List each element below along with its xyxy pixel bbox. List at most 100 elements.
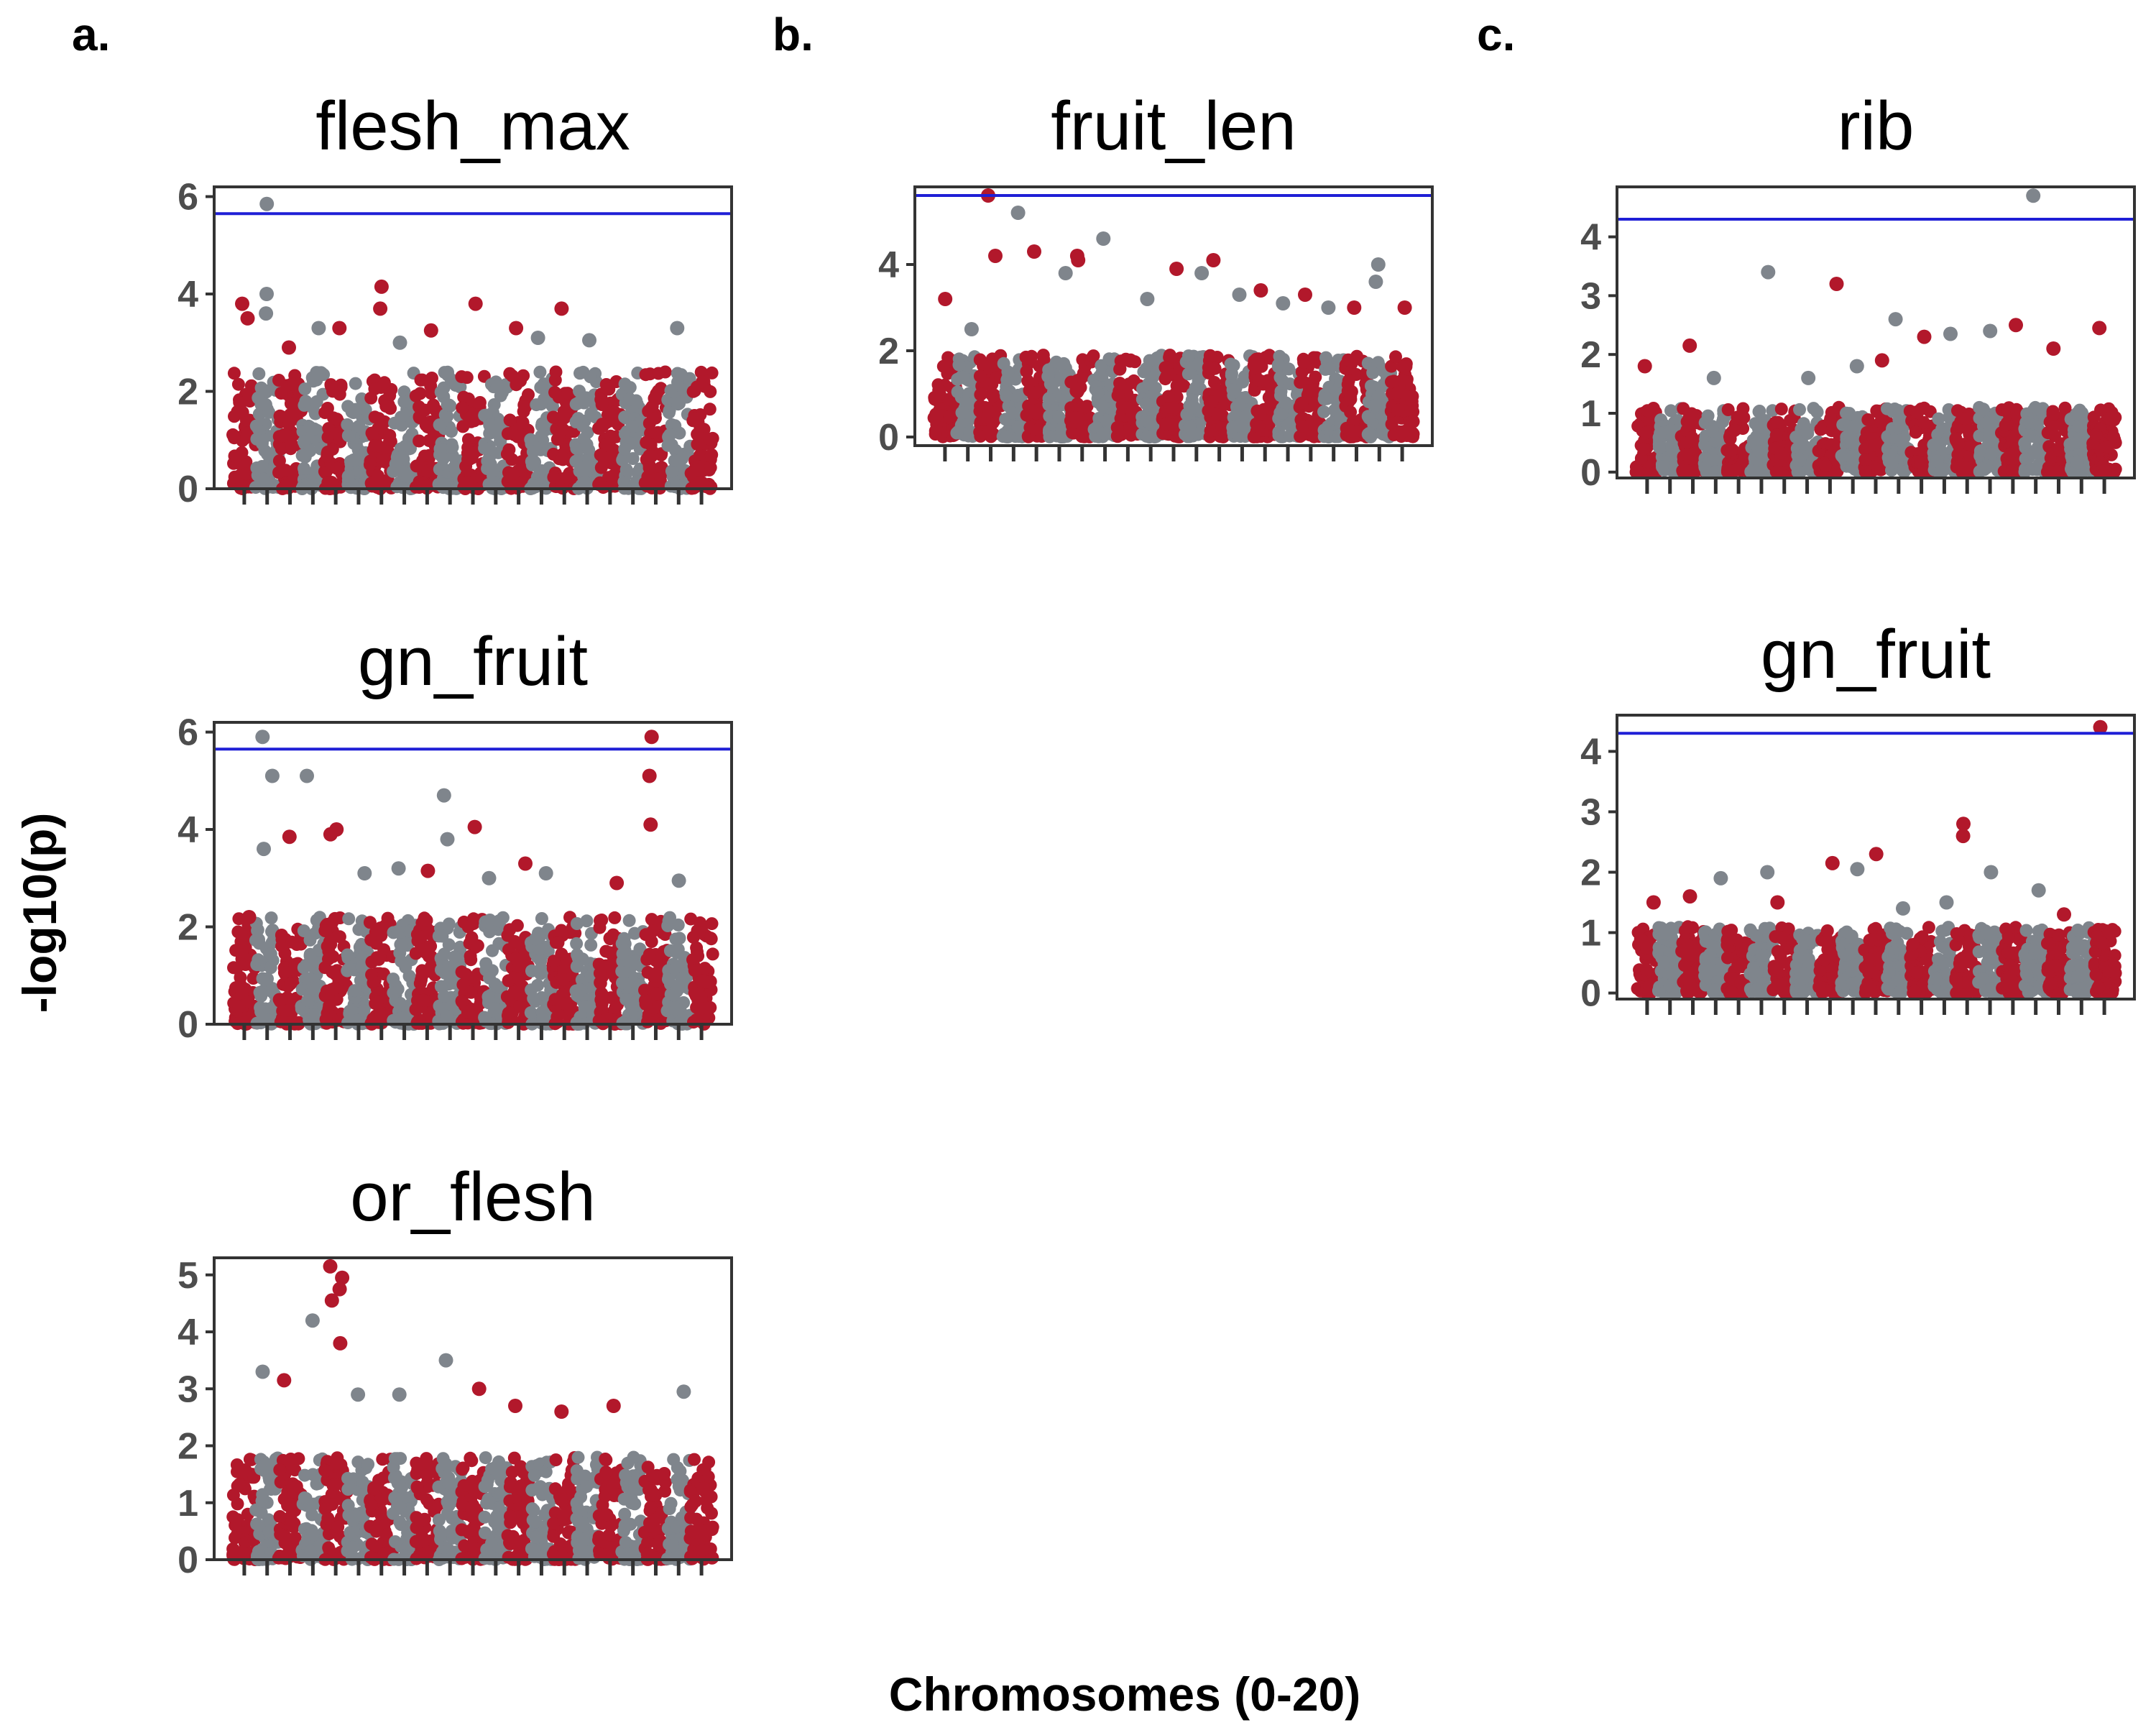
snp-point [580,438,594,451]
peak-point [670,321,685,336]
snp-point [975,387,988,400]
snp-point [383,428,397,442]
peak-point [471,1381,487,1397]
snp-point [571,1450,585,1464]
snp-point [264,911,278,925]
snp-point [704,448,718,462]
snp-point [377,376,391,390]
snp-point [443,398,456,412]
snp-point [526,445,540,459]
snp-point [936,359,950,373]
snp-point [409,389,423,402]
snp-point [507,985,521,999]
snp-point [492,914,506,928]
peak-point [1206,253,1221,267]
snp-point [663,1502,676,1516]
snp-point [1252,373,1266,387]
snp-point [303,933,317,947]
snp-point [704,1490,718,1504]
snp-point [1202,361,1215,374]
snp-point [658,1467,671,1480]
snp-point [334,378,348,392]
snp-point [436,929,449,943]
snp-point [982,405,996,418]
snp-point [704,932,718,946]
peak-point [305,1313,320,1328]
snp-point [570,1496,584,1510]
peak-point [333,1335,348,1351]
peak-point [1253,283,1268,298]
peak-point [423,323,438,338]
snp-point [257,472,270,486]
snp-point [594,448,607,461]
snp-point [1158,418,1172,431]
peak-point [643,817,658,832]
snp-point [1064,375,1078,389]
snp-point [425,372,438,385]
snp-point [252,1545,265,1558]
snp-point [425,387,438,400]
snp-point [275,442,288,456]
peak-point [255,1364,270,1379]
snp-point [374,921,387,935]
peak-point [1027,244,1041,259]
snp-point [1113,362,1127,376]
peak-point [530,331,545,345]
peak-point [938,292,953,306]
snp-point [329,1478,343,1491]
snp-point [663,428,677,441]
snp-point [513,1535,527,1549]
snp-point [295,448,309,462]
peak-point [1010,206,1026,220]
peak-point [1397,300,1412,315]
snp-point [554,1493,568,1506]
snp-point [234,404,248,418]
snp-point [301,994,315,1008]
snp-point [249,419,263,433]
snp-point [346,406,360,419]
snp-point [666,1539,680,1552]
snp-point [233,1478,247,1491]
peak-point [1232,288,1247,302]
snp-point [306,1528,320,1542]
snp-point [575,392,589,406]
panel-title: or_flesh [350,1159,596,1236]
snp-point [1001,365,1015,379]
snp-point [639,993,652,1007]
snp-point [1143,415,1156,429]
snp-point [608,911,622,924]
snp-point [264,947,277,961]
peak-point [468,296,483,311]
snp-point [701,1501,714,1515]
snp-point [641,1015,654,1029]
y-axis-label: -log10(p) [13,813,66,1013]
snp-point [519,400,533,414]
snp-point [446,441,459,454]
snp-point [505,1466,519,1479]
snp-point [290,1479,303,1493]
peak-point [373,301,388,316]
snp-point [548,1550,561,1563]
snp-point [256,1488,270,1501]
snp-point [951,385,964,399]
peak-point [606,1399,621,1413]
snp-point [297,435,310,448]
panel-title: fruit_len [1051,88,1296,165]
snp-point [365,426,379,440]
snp-point [1247,359,1261,372]
snp-point [433,1524,446,1538]
snp-point [1021,351,1035,365]
peak-point [964,322,979,336]
snp-point [500,447,514,461]
peak-point [324,1293,339,1308]
snp-point [625,1002,639,1016]
snp-point [576,365,590,379]
y-tick-label: 0 [878,417,899,459]
snp-point [550,433,564,446]
snp-point [1297,356,1311,369]
peak-point [282,829,297,845]
snp-point [413,434,426,448]
snp-point [308,465,322,479]
